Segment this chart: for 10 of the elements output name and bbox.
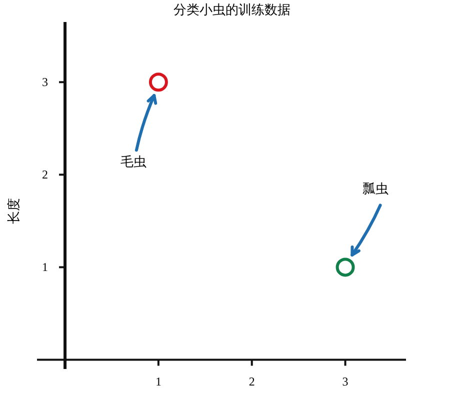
y-tick-label: 2 (42, 168, 48, 182)
y-axis-title: 长度 (6, 198, 21, 224)
y-tick-label: 1 (42, 260, 48, 274)
annotation: 毛虫 (120, 154, 146, 170)
y-tick-label: 3 (42, 75, 48, 90)
x-tick-label: 1 (155, 374, 162, 389)
x-tick-label: 2 (248, 374, 255, 389)
annotation: 瓢虫 (362, 181, 388, 196)
chart-title: 分类小虫的训练数据 (174, 2, 290, 17)
x-tick-label: 3 (342, 374, 348, 389)
